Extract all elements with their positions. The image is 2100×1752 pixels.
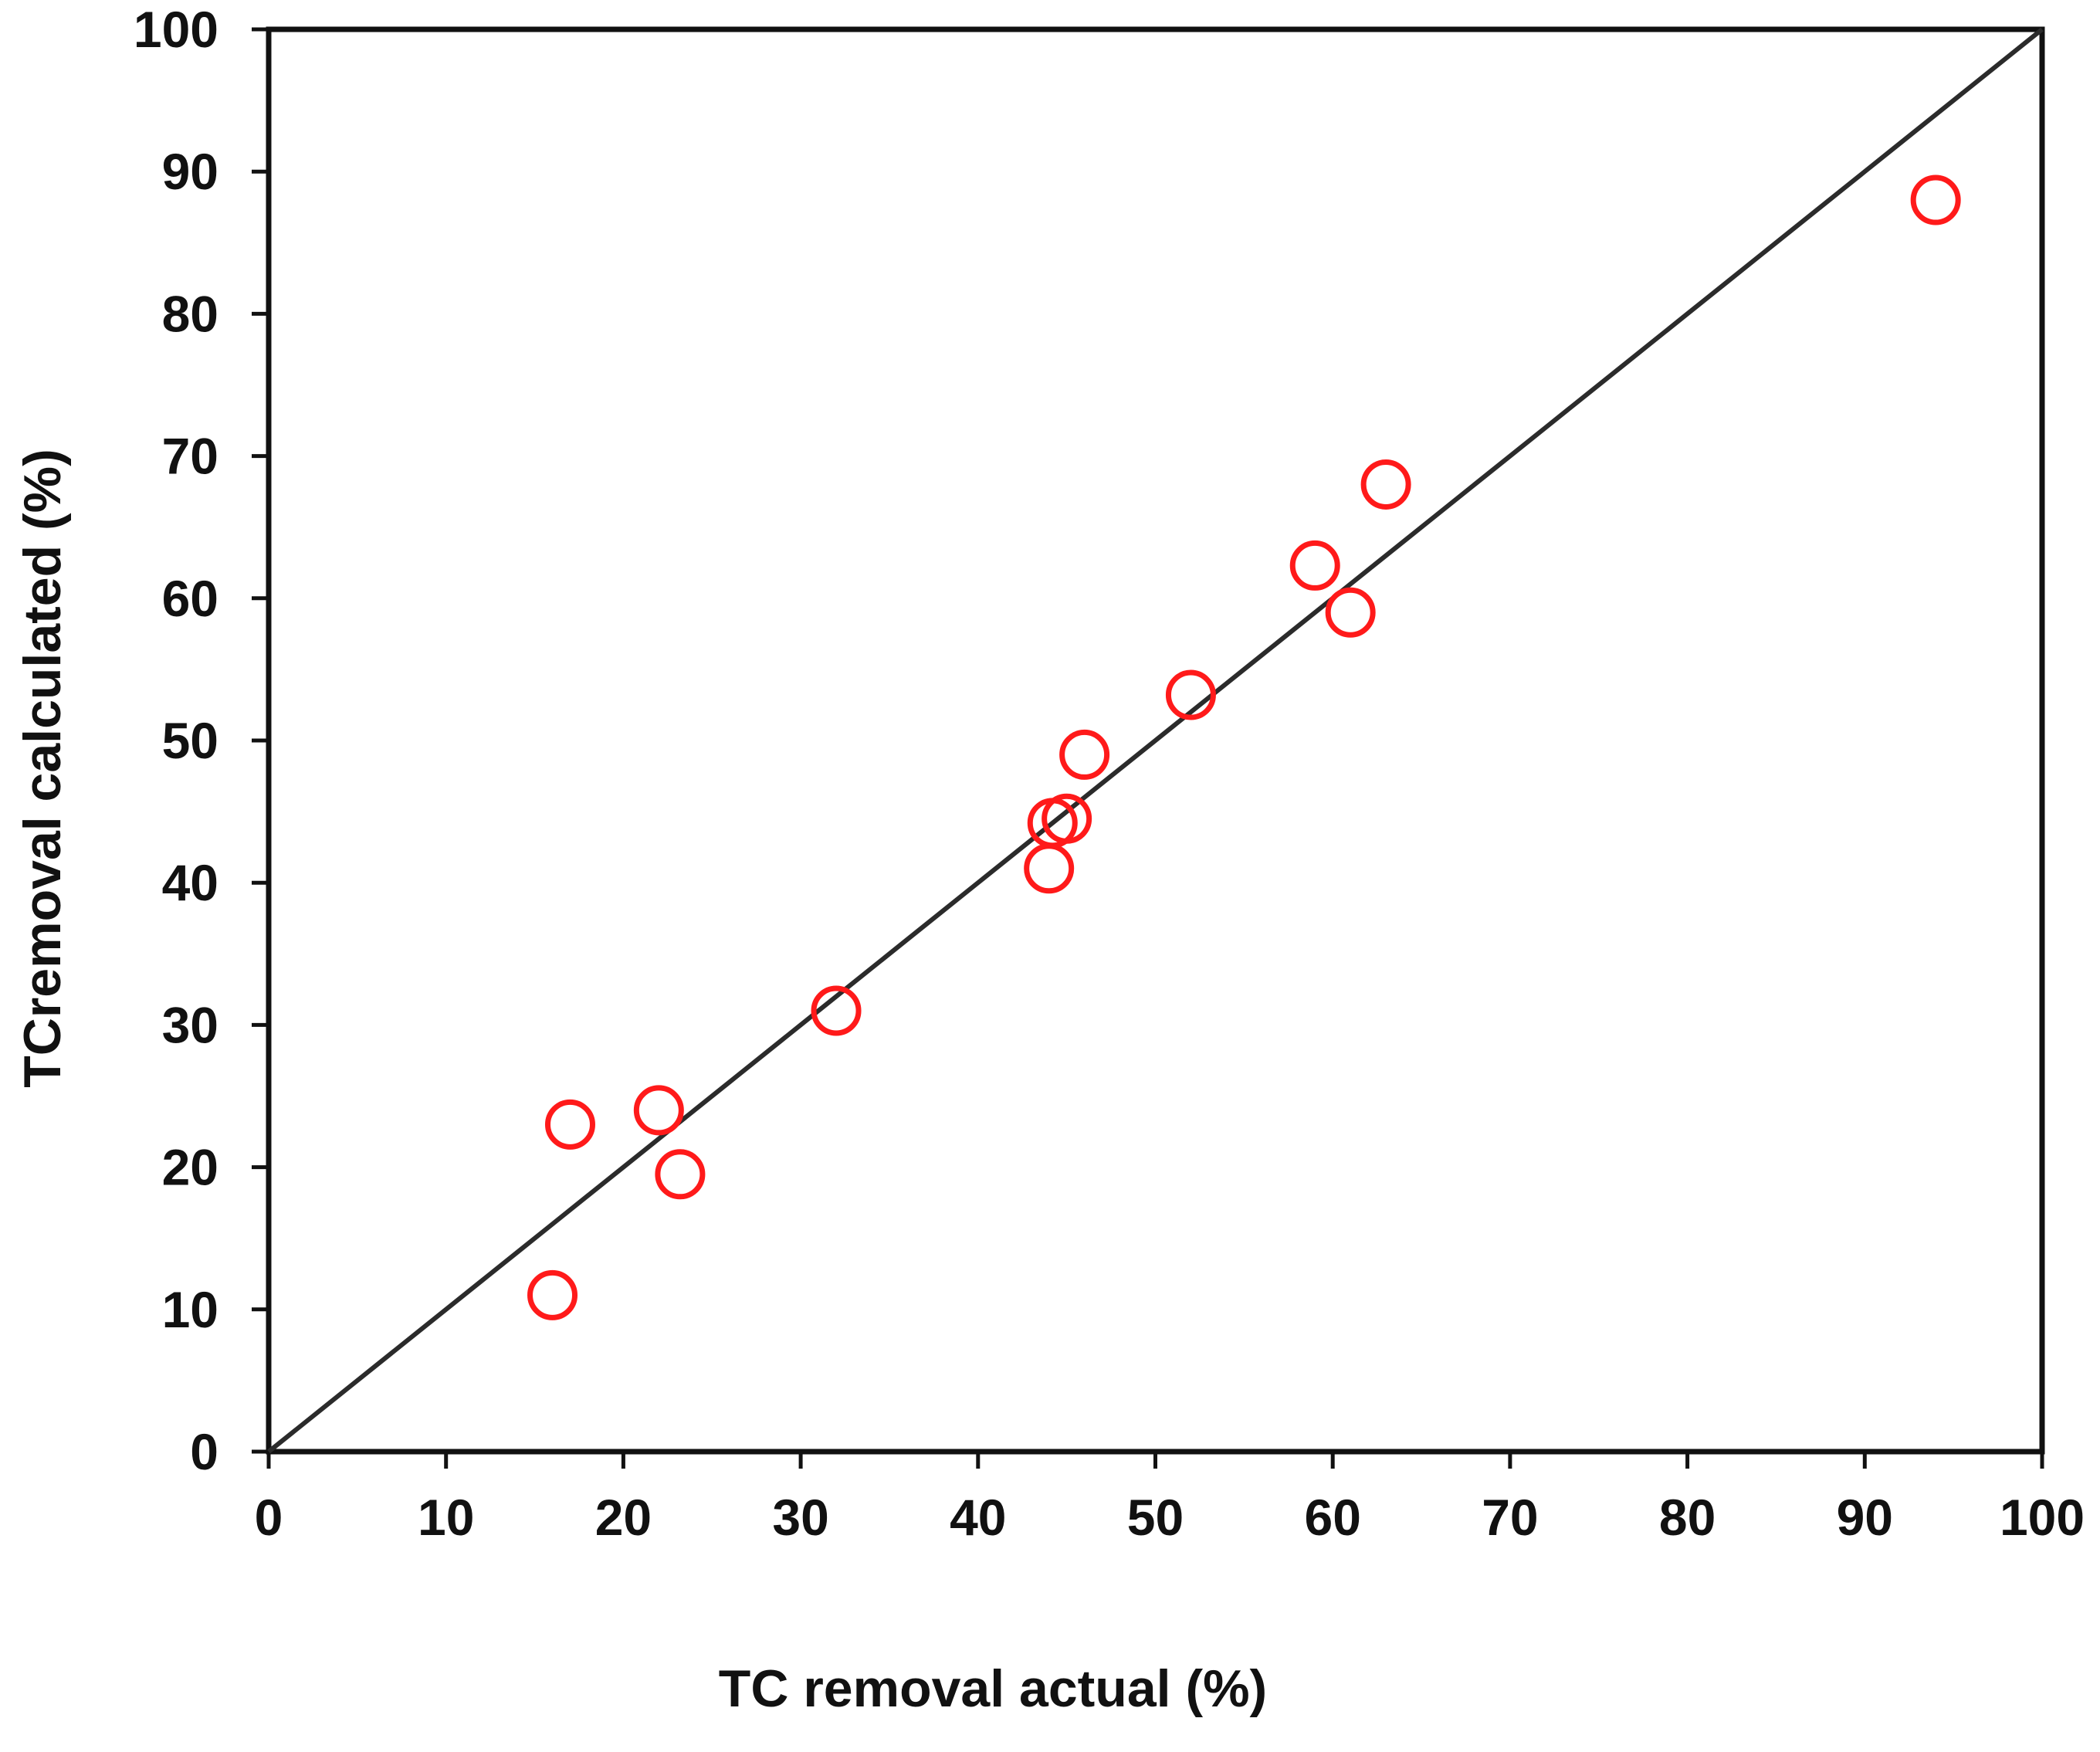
y-axis-title: TCremoval calculated (%) — [13, 449, 72, 1088]
data-point — [633, 1085, 684, 1136]
data-point — [1910, 175, 1961, 225]
reference-line — [267, 27, 2044, 1454]
data-point — [544, 1099, 595, 1150]
x-axis-title: TC removal actual (%) — [719, 1659, 1267, 1718]
x-axis-ticks: 0 10 20 30 40 50 60 70 80 90 100 — [255, 1452, 2085, 1546]
x-tick-label: 70 — [1482, 1489, 1538, 1546]
x-tick-label: 90 — [1837, 1489, 1893, 1546]
y-tick-label: 20 — [162, 1139, 218, 1196]
data-point — [1059, 729, 1110, 780]
y-tick-label: 70 — [162, 428, 218, 485]
x-tick-label: 0 — [255, 1489, 283, 1546]
x-tick-label: 40 — [950, 1489, 1006, 1546]
data-point — [1289, 540, 1340, 591]
x-tick-label: 100 — [2000, 1489, 2085, 1546]
data-point — [811, 985, 862, 1036]
x-tick-label: 60 — [1304, 1489, 1360, 1546]
data-point — [527, 1269, 578, 1320]
y-tick-label: 100 — [134, 1, 218, 58]
data-points-layer — [527, 175, 1961, 1320]
y-tick-label: 10 — [162, 1281, 218, 1338]
y-tick-label: 30 — [162, 996, 218, 1053]
data-point — [1042, 793, 1092, 844]
data-point — [655, 1149, 706, 1200]
y-tick-label: 80 — [162, 285, 218, 342]
y-axis-ticks: 0 10 20 30 40 50 60 70 80 90 100 — [134, 1, 269, 1480]
x-tick-label: 80 — [1659, 1489, 1716, 1546]
data-point — [1325, 587, 1376, 638]
y-tick-label: 50 — [162, 712, 218, 769]
data-point — [1165, 669, 1216, 720]
y-tick-label: 0 — [190, 1423, 218, 1480]
y-tick-label: 40 — [162, 854, 218, 911]
data-point — [1360, 459, 1411, 510]
x-tick-label: 30 — [772, 1489, 828, 1546]
x-tick-label: 20 — [595, 1489, 652, 1546]
y-tick-label: 90 — [162, 143, 218, 200]
y-tick-label: 60 — [162, 570, 218, 627]
x-tick-label: 50 — [1127, 1489, 1184, 1546]
reference-line-layer — [267, 27, 2044, 1454]
data-point — [1024, 843, 1075, 894]
x-tick-label: 10 — [418, 1489, 474, 1546]
